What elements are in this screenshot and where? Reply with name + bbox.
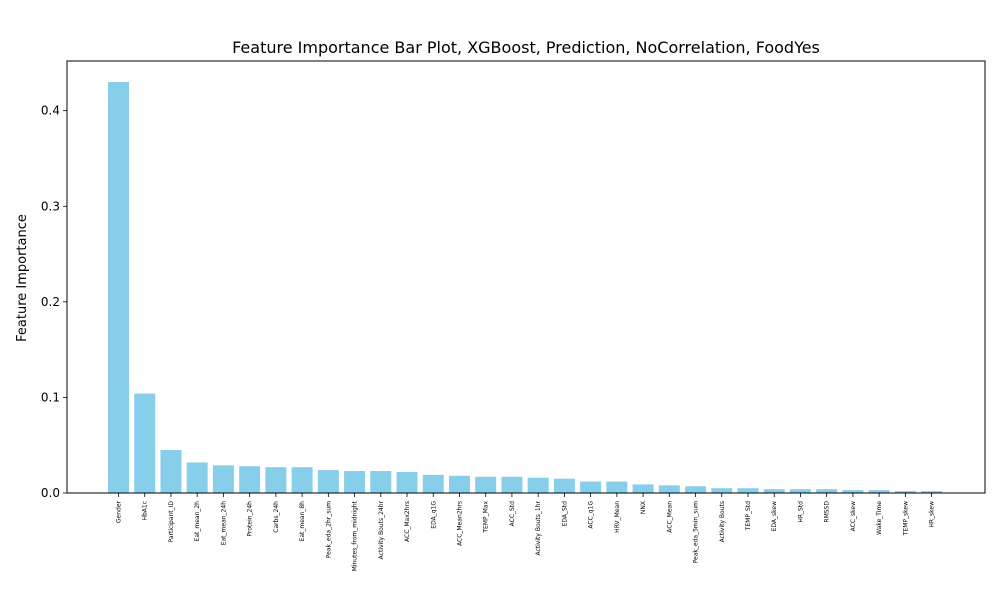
x-tick-label-24: TEMP_Std: [745, 501, 752, 531]
bar-12: [422, 474, 444, 493]
bar-11: [396, 471, 418, 493]
y-tick-label-0: 0.0: [41, 486, 60, 500]
x-tick-label-8: Peak_eda_2hr_sum: [325, 501, 332, 558]
x-tick-label-9: Minutes_from_midnight: [352, 500, 359, 571]
bar-23: [711, 488, 733, 493]
x-tick-label-10: Activity Bouts_24hr: [378, 500, 385, 559]
x-tick-label-5: Protein_24h: [247, 501, 254, 537]
bar-7: [291, 467, 313, 493]
bar-16: [527, 477, 549, 493]
bar-14: [475, 476, 497, 493]
bar-13: [448, 475, 470, 493]
bar-1: [134, 393, 156, 493]
y-tick-label-4: 0.4: [41, 104, 60, 118]
x-tick-label-14: TEMP_Max: [483, 501, 490, 534]
bar-9: [344, 471, 366, 493]
bar-22: [685, 486, 707, 493]
x-tick-label-4: Eat_mean_24h: [220, 501, 227, 545]
x-tick-label-21: ACC_Mean: [666, 501, 673, 533]
bar-6: [265, 467, 287, 493]
x-tick-label-30: TEMP_skew: [902, 501, 909, 536]
x-tick-label-19: HRV_Mean: [614, 501, 621, 533]
bar-15: [501, 476, 523, 493]
bar-18: [580, 481, 602, 493]
x-tick-label-25: EDA_skew: [771, 501, 778, 531]
plot-frame: [66, 60, 986, 494]
bar-24: [737, 488, 759, 493]
x-tick-label-31: HR_skew: [929, 501, 936, 528]
bar-31: [921, 491, 943, 493]
bar-26: [789, 489, 811, 493]
bar-27: [816, 489, 838, 493]
x-tick-label-18: ACC_q1G: [588, 501, 595, 529]
bars-group: [108, 82, 943, 493]
x-tick-label-29: Wake_Time: [876, 501, 883, 535]
x-tick-label-11: ACC_Max2hrs: [404, 501, 411, 542]
x-tick-label-2: Participant_ID: [168, 501, 175, 543]
x-tick-label-1: HbA1c: [142, 501, 149, 521]
bar-30: [894, 491, 916, 493]
bar-17: [553, 478, 575, 493]
bar-28: [842, 490, 864, 493]
y-tick-label-2: 0.2: [41, 295, 60, 309]
bar-4: [212, 465, 234, 493]
x-tick-label-3: Eat_mean_2h: [194, 501, 201, 542]
bar-21: [658, 485, 680, 493]
x-tick-label-16: Activity Bouts_1hr: [535, 500, 542, 555]
x-tick-label-27: RMSSD: [824, 501, 831, 523]
y-tick-label-3: 0.3: [41, 199, 60, 213]
bar-20: [632, 484, 654, 493]
bar-3: [186, 462, 208, 493]
bar-19: [606, 481, 628, 493]
x-tick-label-28: ACC_skew: [850, 501, 857, 531]
x-tick-label-17: EDA_Std: [561, 501, 568, 527]
bar-2: [160, 449, 182, 493]
bar-25: [763, 489, 785, 493]
x-tick-label-22: Peak_eda_5min_sum: [693, 501, 700, 563]
bar-0: [108, 82, 129, 493]
x-tick-label-15: ACC_Std: [509, 501, 516, 527]
y-axis-label: Feature Importance: [15, 214, 30, 342]
bar-10: [370, 471, 392, 493]
x-ticks-group: Gender HbA1c Participant_ID Eat_mean_2h Eat_…: [116, 493, 936, 571]
bar-5: [239, 466, 261, 493]
chart-title: Feature Importance Bar Plot, XGBoost, Pr…: [232, 38, 820, 57]
x-tick-label-12: EDA_q1G: [430, 501, 437, 529]
x-tick-label-6: Carbs_24h: [273, 501, 280, 533]
x-tick-label-23: Activity Bouts: [719, 501, 726, 542]
x-tick-label-26: HR_Std: [797, 501, 804, 523]
bar-8: [317, 470, 339, 493]
bar-29: [868, 490, 890, 493]
x-tick-label-0: Gender: [116, 500, 123, 523]
x-tick-label-13: ACC_Mean2hrs: [456, 501, 463, 546]
x-tick-label-7: Eat_mean_8h: [299, 501, 306, 542]
x-tick-label-20: NNX: [640, 501, 647, 514]
y-tick-label-1: 0.1: [41, 390, 60, 404]
y-ticks-group: 0.0 0.1 0.2 0.3 0.4: [41, 104, 67, 500]
